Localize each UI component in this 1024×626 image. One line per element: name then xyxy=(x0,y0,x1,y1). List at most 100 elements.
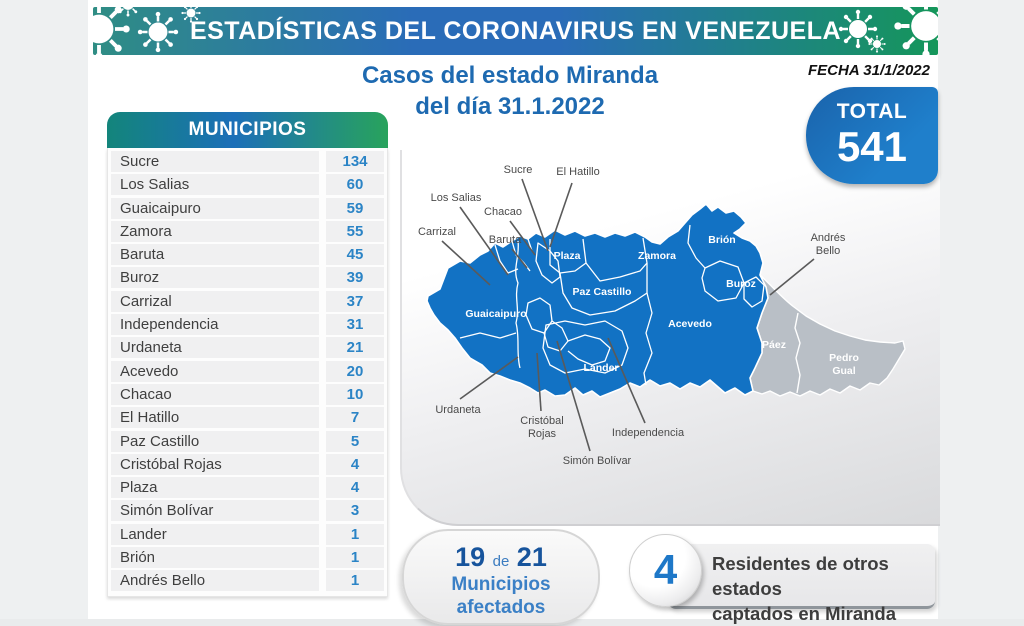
callout-cristobal-rojas: Cristóbal Rojas xyxy=(520,415,563,440)
table-header: MUNICIPIOS xyxy=(107,112,388,148)
total-badge: TOTAL 541 xyxy=(806,87,938,184)
table-row: Cristóbal Rojas 4 xyxy=(111,453,384,475)
map-label-lander: Lander xyxy=(583,362,618,374)
municipio-cases: 37 xyxy=(326,290,384,312)
table-row: Brión 1 xyxy=(111,547,384,569)
municipio-cases: 4 xyxy=(326,453,384,475)
callout-urdaneta: Urdaneta xyxy=(435,404,481,416)
affected-counts: 19 de 21 xyxy=(404,542,598,573)
page-title: Casos del estado Miranda del día 31.1.20… xyxy=(300,60,720,122)
callout-los-salias: Los Salias xyxy=(431,192,482,204)
municipios-table: MUNICIPIOS Sucre 134 Los Salias 60 Guaicaipu… xyxy=(107,112,388,598)
affected-count: 19 xyxy=(455,542,486,572)
table-row: Acevedo 20 xyxy=(111,360,384,382)
municipio-cases: 4 xyxy=(326,477,384,499)
municipio-cases: 7 xyxy=(326,407,384,429)
table-row: Paz Castillo 5 xyxy=(111,430,384,452)
municipio-cases: 59 xyxy=(326,197,384,219)
municipio-name: Acevedo xyxy=(111,360,319,382)
municipio-name: Guaicaipuro xyxy=(111,197,319,219)
municipio-cases: 31 xyxy=(326,314,384,336)
municipio-cases: 5 xyxy=(326,430,384,452)
map-region-affected xyxy=(426,203,769,398)
municipio-name: Zamora xyxy=(111,220,319,242)
affected-of: de xyxy=(492,553,510,570)
table-row: Carrizal 37 xyxy=(111,290,384,312)
municipio-cases: 60 xyxy=(326,174,384,196)
municipio-name: Andrés Bello xyxy=(111,570,319,592)
right-margin xyxy=(938,0,1024,626)
date-label: FECHA 31/1/2022 xyxy=(807,62,930,79)
municipio-name: Sucre xyxy=(111,151,319,172)
affected-line2: afectados xyxy=(456,597,546,618)
municipio-name: Buroz xyxy=(111,267,319,289)
municipio-name: Independencia xyxy=(111,314,319,336)
map-internal-borders xyxy=(459,224,765,386)
table-row: El Hatillo 7 xyxy=(111,407,384,429)
residents-bar: Residentes de otros estados captados en … xyxy=(668,544,935,624)
municipio-name: Urdaneta xyxy=(111,337,319,359)
table-row: Guaicaipuro 59 xyxy=(111,197,384,219)
table-row: Baruta 45 xyxy=(111,244,384,266)
callout-chacao: Chacao xyxy=(484,206,522,218)
municipio-name: Baruta xyxy=(111,244,319,266)
banner-title: ESTADÍSTICAS DEL CORONAVIRUS EN VENEZUEL… xyxy=(189,17,842,45)
municipio-name: Los Salias xyxy=(111,174,319,196)
map-label-plaza: Plaza xyxy=(554,250,581,262)
table-row: Independencia 31 xyxy=(111,314,384,336)
municipio-name: El Hatillo xyxy=(111,407,319,429)
municipio-cases: 1 xyxy=(326,523,384,545)
left-margin xyxy=(0,0,88,626)
callout-carrizal: Carrizal xyxy=(418,226,456,238)
callout-independencia: Independencia xyxy=(612,427,685,439)
map-label-paez: Páez xyxy=(762,339,786,351)
table-row: Los Salias 60 xyxy=(111,174,384,196)
municipio-cases: 20 xyxy=(326,360,384,382)
table-row: Zamora 55 xyxy=(111,220,384,242)
table-row: Urdaneta 21 xyxy=(111,337,384,359)
affected-municipios-badge: 19 de 21 Municipios afectados xyxy=(402,529,600,625)
municipio-cases: 3 xyxy=(326,500,384,522)
map-label-buroz: Buroz xyxy=(726,278,756,290)
top-banner: ESTADÍSTICAS DEL CORONAVIRUS EN VENEZUEL… xyxy=(93,7,938,55)
municipio-name: Simón Bolívar xyxy=(111,500,319,522)
table-row: Sucre 134 xyxy=(111,151,384,172)
municipio-cases: 45 xyxy=(326,244,384,266)
callout-simon-bolivar: Simón Bolívar xyxy=(563,455,632,467)
municipio-cases: 1 xyxy=(326,570,384,592)
map-leader-lines xyxy=(441,178,815,452)
municipio-name: Chacao xyxy=(111,383,319,405)
table-row: Plaza 4 xyxy=(111,477,384,499)
map-label-acevedo: Acevedo xyxy=(668,318,712,330)
table-body: Sucre 134 Los Salias 60 Guaicaipuro 59 Zamora 5… xyxy=(107,148,388,598)
map-label-brion: Brión xyxy=(708,234,735,246)
table-row: Andrés Bello 1 xyxy=(111,570,384,592)
municipio-cases: 134 xyxy=(326,151,384,172)
affected-line1: Municipios xyxy=(451,574,551,595)
municipio-cases: 10 xyxy=(326,383,384,405)
municipio-cases: 55 xyxy=(326,220,384,242)
residents-count: 4 xyxy=(653,546,678,593)
total-label: TOTAL xyxy=(836,100,908,123)
callout-sucre: Sucre xyxy=(504,164,533,176)
callout-andres-bello: Andrés Bello xyxy=(811,232,846,257)
total-value: 541 xyxy=(836,123,908,170)
page-title-line2: del día 31.1.2022 xyxy=(415,93,605,120)
municipio-name: Paz Castillo xyxy=(111,430,319,452)
municipio-name: Brión xyxy=(111,547,319,569)
map-label-guaicaipuro: Guaicaipuro xyxy=(465,308,526,320)
residents-line1: Residentes de otros estados xyxy=(712,553,889,599)
page-title-line1: Casos del estado Miranda xyxy=(361,62,659,89)
residents-line2: captados en Miranda xyxy=(712,603,897,624)
callout-el-hatillo: El Hatillo xyxy=(556,166,599,178)
municipio-cases: 21 xyxy=(326,337,384,359)
map-border-paez-pedrogual xyxy=(794,312,801,394)
map-label-paz-castillo: Paz Castillo xyxy=(573,286,632,298)
municipio-name: Lander xyxy=(111,523,319,545)
map-label-zamora: Zamora xyxy=(638,250,676,262)
municipio-cases: 39 xyxy=(326,267,384,289)
map-callout-labels: Sucre El Hatillo Los Salias Chacao Carri… xyxy=(418,164,846,467)
map-label-pedro-gual: Pedro Gual xyxy=(829,352,859,377)
table-row: Chacao 10 xyxy=(111,383,384,405)
